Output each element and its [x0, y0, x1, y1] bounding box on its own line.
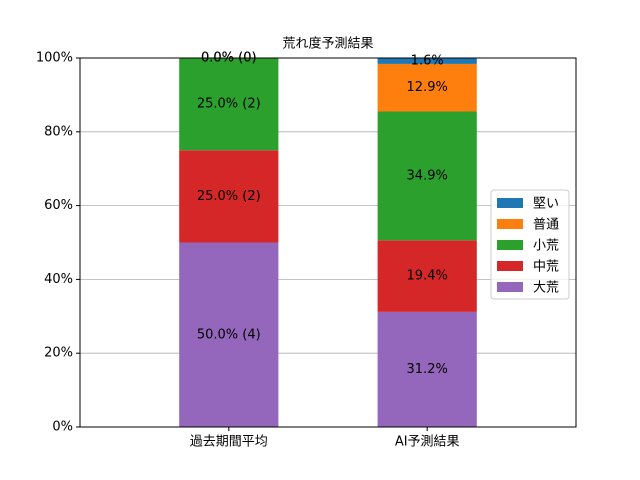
- data-label: 19.4%: [407, 269, 448, 284]
- x-tick-label: AI予測結果: [395, 435, 460, 450]
- legend-swatch: [497, 240, 523, 250]
- plot-frame: [79, 57, 577, 428]
- x-tick-label: 過去期間平均: [190, 435, 268, 450]
- bar-segment: [377, 240, 477, 312]
- data-label: 31.2%: [407, 362, 448, 377]
- legend-label: 小荒: [533, 239, 559, 254]
- bar-segment: [377, 311, 477, 427]
- y-tick-label: 20%: [44, 346, 73, 361]
- legend-swatch: [497, 198, 523, 208]
- y-tick-label: 40%: [44, 272, 73, 287]
- data-label: 12.9%: [407, 80, 448, 95]
- y-tick-label: 0%: [52, 420, 73, 435]
- bar-segment: [179, 242, 279, 427]
- data-label: 1.6%: [411, 53, 444, 68]
- chart-title: 荒れ度予測結果: [282, 36, 373, 52]
- data-label: 34.9%: [407, 168, 448, 183]
- bar-segment: [377, 63, 477, 112]
- bar-segment: [377, 111, 477, 241]
- legend-label: 大荒: [533, 281, 559, 296]
- legend-box: [490, 189, 570, 300]
- data-label: 25.0% (2): [197, 189, 261, 204]
- bar-segment: [377, 58, 477, 64]
- y-tick-label: 100%: [36, 51, 73, 66]
- data-label: 25.0% (2): [197, 97, 261, 112]
- bar-segment: [179, 150, 279, 243]
- legend-label: 中荒: [533, 260, 559, 275]
- y-tick-label: 60%: [44, 198, 73, 213]
- legend-label: 普通: [533, 218, 559, 233]
- legend-label: 堅い: [533, 197, 559, 212]
- legend-swatch: [497, 261, 523, 271]
- data-label: 50.0% (4): [197, 327, 261, 342]
- bar-segment: [179, 58, 279, 151]
- legend-swatch: [497, 282, 523, 292]
- legend-swatch: [497, 219, 523, 229]
- y-tick-label: 80%: [44, 124, 73, 139]
